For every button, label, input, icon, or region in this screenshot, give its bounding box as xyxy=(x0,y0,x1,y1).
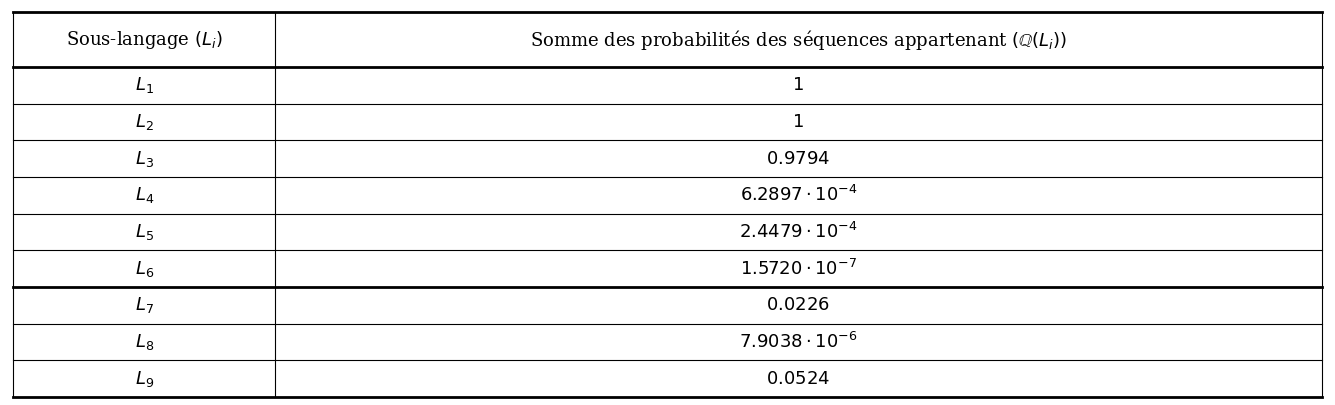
Text: $6.2897 \cdot 10^{-4}$: $6.2897 \cdot 10^{-4}$ xyxy=(740,185,857,205)
Text: $0.9794$: $0.9794$ xyxy=(766,150,830,168)
Text: Somme des probabilités des séquences appartenant $(\mathbb{Q}(L_i))$: Somme des probabilités des séquences app… xyxy=(530,28,1067,51)
Text: $0.0524$: $0.0524$ xyxy=(766,370,830,388)
Text: $7.9038 \cdot 10^{-6}$: $7.9038 \cdot 10^{-6}$ xyxy=(740,332,857,352)
Text: $L_7$: $L_7$ xyxy=(135,295,154,315)
Text: $L_3$: $L_3$ xyxy=(135,149,154,169)
Text: $1$: $1$ xyxy=(793,77,804,94)
Text: $0.0226$: $0.0226$ xyxy=(766,296,830,314)
Text: $1$: $1$ xyxy=(793,113,804,131)
Text: $2.4479 \cdot 10^{-4}$: $2.4479 \cdot 10^{-4}$ xyxy=(740,222,857,242)
Text: $1.5720 \cdot 10^{-7}$: $1.5720 \cdot 10^{-7}$ xyxy=(740,259,857,279)
Text: $L_9$: $L_9$ xyxy=(135,369,154,388)
Text: $L_5$: $L_5$ xyxy=(135,222,154,242)
Text: $L_8$: $L_8$ xyxy=(135,332,154,352)
Text: $L_4$: $L_4$ xyxy=(135,185,154,205)
Text: $L_1$: $L_1$ xyxy=(135,75,154,96)
Text: $L_6$: $L_6$ xyxy=(135,259,154,279)
Text: $L_2$: $L_2$ xyxy=(135,112,154,132)
Text: Sous-langage $(L_i)$: Sous-langage $(L_i)$ xyxy=(65,29,223,51)
